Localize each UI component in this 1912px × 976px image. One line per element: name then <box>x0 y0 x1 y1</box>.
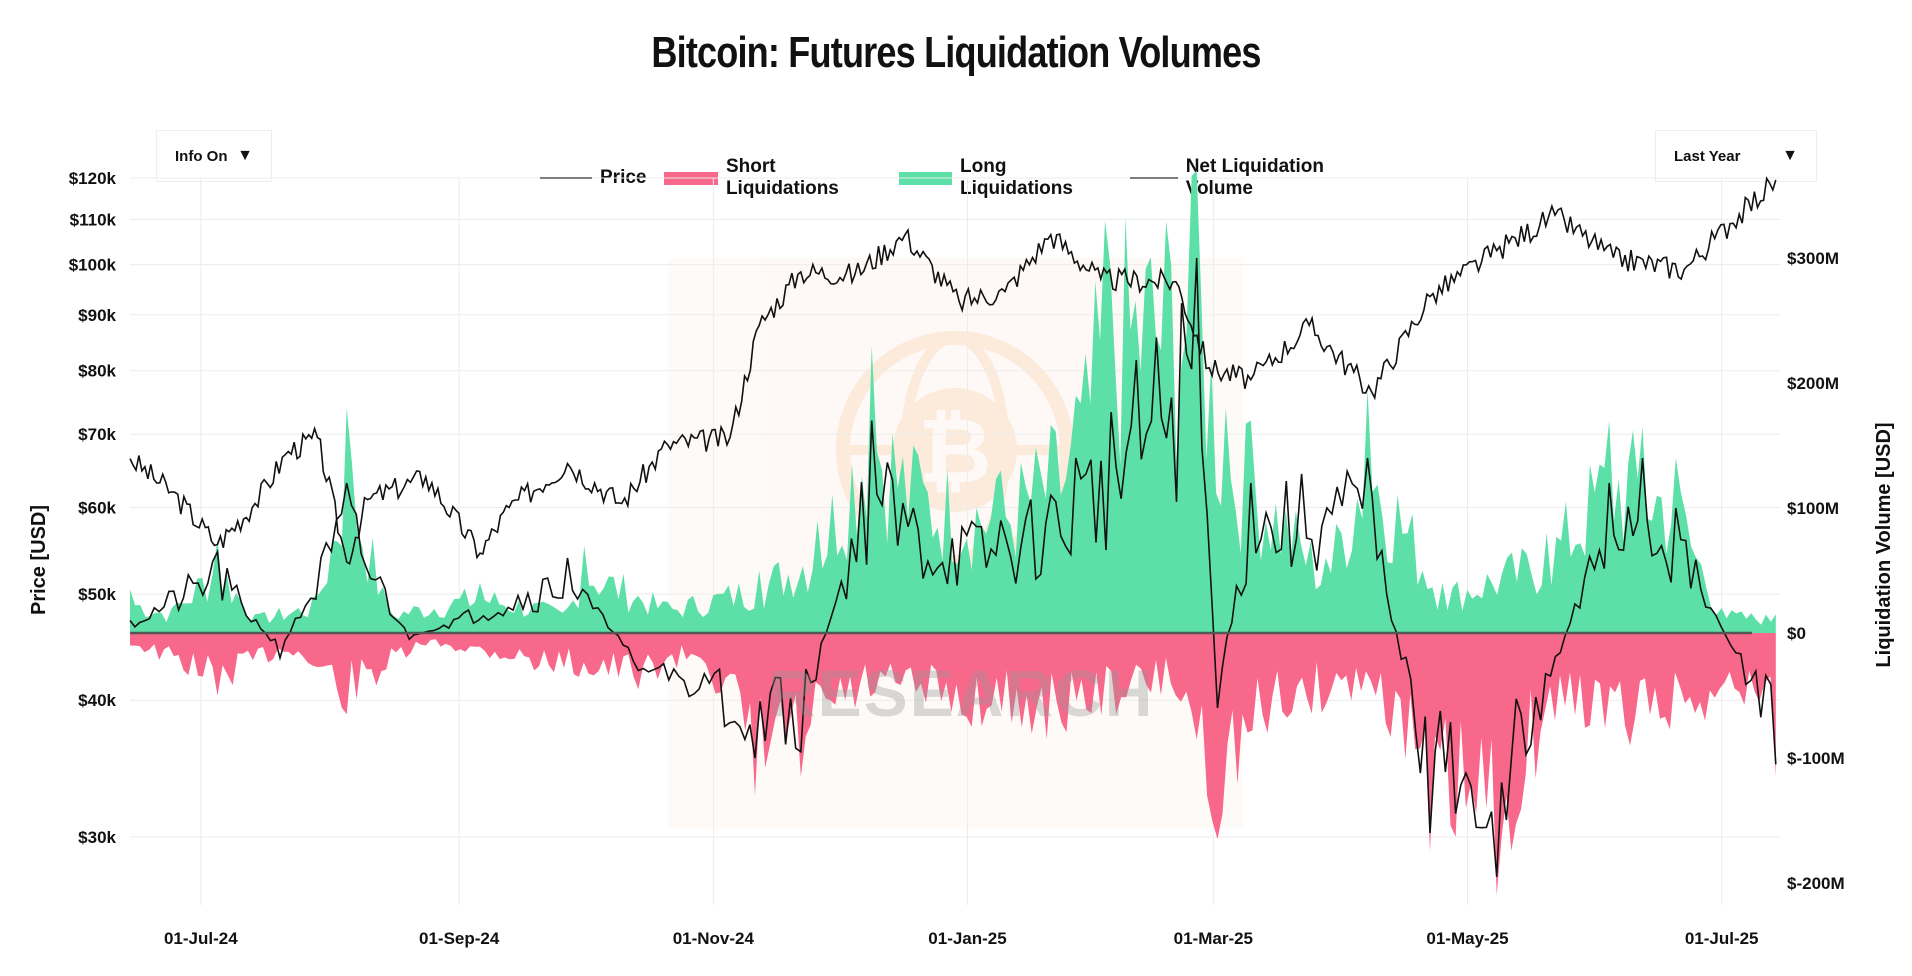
legend-item-long[interactable]: Long Liquidations <box>898 156 1112 200</box>
watermark-text: RESEARCH <box>768 656 1155 730</box>
right-tick-label-2: $0 <box>1787 624 1806 643</box>
right-tick-label-5: $300M <box>1787 249 1839 268</box>
x-tick-label-4: 01-Mar-25 <box>1174 929 1253 948</box>
left-tick-label-7: $100k <box>69 256 117 275</box>
right-tick-label-4: $200M <box>1787 374 1839 393</box>
left-tick-label-6: $90k <box>78 306 116 325</box>
watermark-coin <box>893 388 1017 512</box>
info-toggle-dropdown[interactable]: Info On ▼ <box>156 130 272 182</box>
left-tick-label-3: $60k <box>78 498 116 517</box>
net-liquidation-line <box>129 257 1777 877</box>
right-axis-ticks: $-200M $-100M $0 $100M $200M $300M <box>1787 249 1845 893</box>
time-range-dropdown[interactable]: Last Year ▼ <box>1655 130 1817 182</box>
left-tick-label-8: $110k <box>70 210 117 229</box>
triangle-down-icon: ▼ <box>1782 147 1798 164</box>
x-tick-label-1: 01-Sep-24 <box>419 929 500 948</box>
left-axis-title: Price [USD] <box>28 505 50 615</box>
legend-label-short: Short Liquidations <box>725 156 839 199</box>
long-liquidations-area <box>130 170 1776 633</box>
legend-label-long: Long Liquidations <box>960 156 1073 199</box>
triangle-down-icon: ▼ <box>237 147 253 164</box>
x-tick-label-3: 01-Jan-25 <box>928 929 1006 948</box>
long-liquidations-series <box>130 170 1776 633</box>
left-tick-label-0: $30k <box>78 828 116 847</box>
legend-label-net: Net Liquidation Volume <box>1185 156 1324 199</box>
legend-item-short[interactable]: Short Liquidations <box>664 156 880 200</box>
right-axis-title: Liquidation Volume [USD] <box>1873 422 1895 667</box>
watermark-bitcoin-icon: ₿ <box>918 402 991 502</box>
x-axis-ticks: 01-Jul-24 01-Sep-24 01-Nov-24 01-Jan-25 01-M… <box>164 929 1759 948</box>
right-tick-label-3: $100M <box>1787 499 1839 518</box>
x-tick-label-6: 01-Jul-25 <box>1685 929 1759 948</box>
left-axis-ticks: $30k $40k $50k $60k $70k $80k $90k $100k $110k $1… <box>69 169 117 847</box>
left-tick-label-1: $40k <box>78 691 116 710</box>
x-tick-label-0: 01-Jul-24 <box>164 929 238 948</box>
x-tick-label-5: 01-May-25 <box>1426 929 1508 948</box>
right-tick-label-1: $-100M <box>1787 749 1845 768</box>
net-liquidation-series <box>129 257 1777 877</box>
left-tick-label-9: $120k <box>69 169 117 188</box>
left-tick-label-4: $70k <box>78 425 116 444</box>
left-tick-label-2: $50k <box>78 585 116 604</box>
right-tick-label-0: $-200M <box>1787 874 1845 893</box>
x-tick-label-2: 01-Nov-24 <box>673 929 755 948</box>
short-liquidations-area <box>130 633 1776 896</box>
info-toggle-label: Info On <box>175 147 228 165</box>
price-line <box>129 176 1777 566</box>
chart-title: Bitcoin: Futures Liquidation Volumes <box>651 28 1261 77</box>
price-series <box>129 176 1777 566</box>
time-range-label: Last Year <box>1674 147 1741 165</box>
left-tick-label-5: $80k <box>78 362 116 381</box>
short-liquidations-series <box>130 633 1776 896</box>
